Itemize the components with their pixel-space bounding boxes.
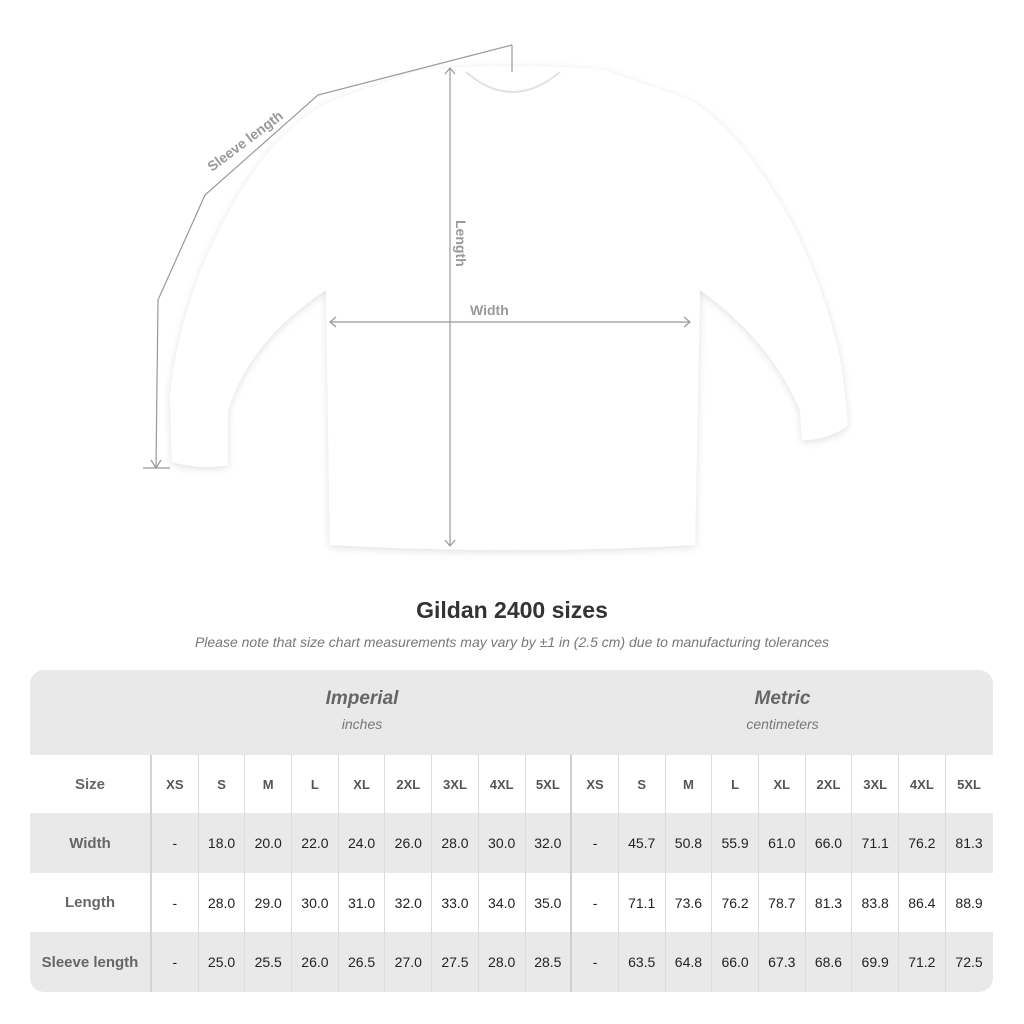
tolerance-note: Please note that size chart measurements…: [194, 634, 830, 650]
imperial-cell: 20.0: [245, 813, 293, 873]
imperial-cell: 27.0: [385, 932, 433, 992]
imperial-cell: 26.0: [292, 932, 339, 992]
width-label: Width: [470, 302, 509, 318]
imperial-cell: 35.0: [526, 873, 573, 932]
shirt-image: [170, 66, 848, 550]
imperial-cell: -: [152, 813, 199, 873]
imperial-cell: XL: [339, 755, 386, 813]
imperial-cell: 30.0: [292, 873, 339, 932]
metric-cell: 88.9: [955, 894, 983, 911]
imperial-cell: S: [199, 755, 246, 813]
metric-cell: 73.6: [666, 873, 713, 932]
length-label: Length: [453, 220, 469, 267]
size-table: Imperial inches Metric centimeters Size X…: [30, 670, 993, 992]
imperial-cell: 4XL: [479, 755, 526, 813]
metric-cell: 86.4: [899, 873, 946, 932]
imperial-cell: 26.0: [385, 813, 433, 873]
imperial-cell: 31.0: [339, 873, 386, 932]
imperial-header: Imperial inches: [152, 670, 572, 755]
metric-cell: 69.9: [852, 932, 899, 992]
metric-cell: 81.3: [955, 835, 983, 851]
metric-cell: M: [666, 755, 713, 813]
page-title: Gildan 2400 sizes: [416, 597, 608, 623]
metric-cell: 66.0: [806, 813, 853, 873]
imperial-cell: -: [152, 873, 199, 932]
imperial-title: Imperial: [325, 688, 399, 709]
metric-cell: 83.8: [852, 873, 899, 932]
row-label: Width: [30, 813, 152, 873]
size-header-row: Size XS S M L XL 2XL 3XL 4XL 5XL XS S M L XL 2XL 3XL 4XL 5…: [30, 755, 993, 813]
metric-title: Metric: [754, 688, 811, 709]
measure-lines: [143, 44, 691, 547]
imperial-cell: 28.0: [199, 873, 246, 932]
metric-cell: 55.9: [712, 813, 759, 873]
metric-unit: centimeters: [746, 716, 819, 732]
table-row: Width -18.0 20.0 22.0 24.0 26.0 28.0 30.0 32.0-4…: [30, 813, 993, 873]
metric-cell: L: [712, 755, 759, 813]
imperial-cell: 33.0: [432, 873, 479, 932]
imperial-cell: -: [152, 932, 199, 992]
imperial-cell: 25.5: [245, 932, 293, 992]
metric-cell: 50.8: [666, 813, 713, 873]
metric-cell: 61.0: [759, 813, 806, 873]
imperial-cell: 22.0: [292, 813, 339, 873]
table-row: Sleeve length -25.0 25.5 26.0 26.5 27.0 27.5 28…: [30, 932, 993, 992]
metric-cell: 3XL: [852, 755, 899, 813]
metric-cell: 76.2: [899, 813, 946, 873]
imperial-cell: 18.0: [199, 813, 246, 873]
metric-cell: S: [619, 755, 666, 813]
imperial-cell: 28.0: [432, 813, 479, 873]
imperial-cell: 32.0: [526, 813, 573, 873]
metric-cell: 71.2: [899, 932, 946, 992]
metric-cell: 64.8: [666, 932, 713, 992]
metric-cell: 78.7: [759, 873, 806, 932]
imperial-unit: inches: [341, 716, 383, 732]
row-label: Size: [30, 755, 152, 813]
imperial-cell: 30.0: [479, 813, 526, 873]
imperial-cell: 32.0: [385, 873, 433, 932]
metric-cell: XS: [572, 755, 619, 813]
imperial-cell: XS: [152, 755, 199, 813]
imperial-cell: 28.0: [479, 932, 526, 992]
metric-cell: XL: [759, 755, 806, 813]
imperial-cell: 28.5: [526, 932, 573, 992]
metric-cell: 81.3: [806, 873, 853, 932]
shirt-diagram: Sleeve length Length Width: [143, 44, 848, 550]
imperial-cell: 27.5: [432, 932, 479, 992]
metric-cell: 45.7: [619, 813, 666, 873]
sleeve-measure-line: [155, 44, 513, 469]
metric-cell: -: [572, 873, 619, 932]
imperial-cell: 3XL: [432, 755, 479, 813]
metric-cell: 72.5: [955, 954, 983, 970]
metric-cell: 4XL: [899, 755, 946, 813]
metric-cell: -: [572, 813, 619, 873]
table-row: Length -28.0 29.0 30.0 31.0 32.0 33.0 34.0 35.0-…: [30, 873, 993, 932]
row-label: Length: [30, 873, 152, 932]
imperial-cell: 5XL: [526, 755, 573, 813]
metric-cell: 68.6: [806, 932, 853, 992]
imperial-cell: 26.5: [339, 932, 386, 992]
imperial-cell: 25.0: [199, 932, 246, 992]
metric-cell: -: [572, 932, 619, 992]
metric-cell: 71.1: [852, 813, 899, 873]
metric-cell: 66.0: [712, 932, 759, 992]
imperial-cell: M: [245, 755, 293, 813]
metric-cell: 5XL: [957, 776, 981, 792]
metric-cell: 63.5: [619, 932, 666, 992]
metric-header: Metric centimeters: [572, 670, 993, 755]
metric-cell: 2XL: [806, 755, 853, 813]
imperial-cell: 29.0: [245, 873, 293, 932]
imperial-cell: 34.0: [479, 873, 526, 932]
metric-cell: 76.2: [712, 873, 759, 932]
metric-cell: 67.3: [759, 932, 806, 992]
metric-cell: 71.1: [619, 873, 666, 932]
imperial-cell: 2XL: [385, 755, 433, 813]
imperial-cell: 24.0: [339, 813, 386, 873]
row-label: Sleeve length: [30, 932, 152, 992]
imperial-cell: L: [292, 755, 339, 813]
